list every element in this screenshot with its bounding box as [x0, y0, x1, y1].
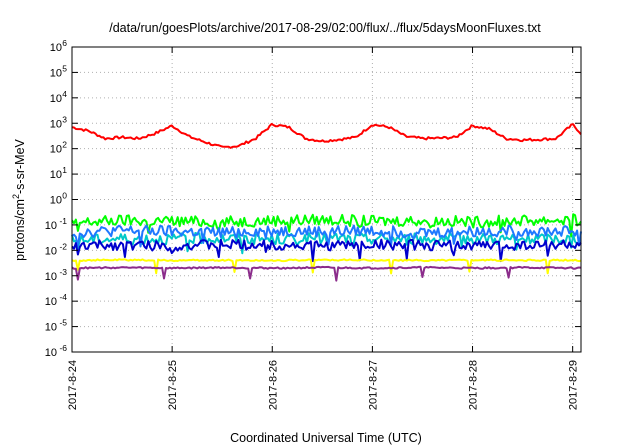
y-tick-label: 10 -3	[45, 267, 68, 283]
y-axis-label: protons/cm2-s-sr-MeV	[11, 138, 27, 260]
y-tick-label: 10 -1	[45, 216, 68, 232]
grid	[71, 46, 581, 353]
y-tick-label: 105	[50, 63, 68, 79]
x-axis-label: Coordinated Universal Time (UTC)	[230, 431, 422, 445]
y-tick-label: 100	[50, 191, 68, 207]
y-tick-label: 104	[50, 89, 68, 105]
series-line-2	[71, 213, 582, 238]
y-tick-label: 10 -6	[45, 343, 68, 359]
x-tick-label: 2017-8-27	[367, 360, 379, 410]
y-axis-label-base: protons/cm	[13, 199, 27, 261]
x-axis: 2017-8-24 2017-8-25 2017-8-26 2017-8-27 2017…	[67, 47, 580, 410]
x-tick-label: 2017-8-24	[67, 360, 79, 410]
y-axis-label-rest: -s-sr-MeV	[13, 138, 27, 194]
y-tick-label: 106	[50, 38, 68, 54]
y-tick-label: 10 -2	[45, 241, 68, 257]
y-axis: 10-6 10-5 10-4 10-3 10-2 10 -1 100 101 102 103 104 1…	[45, 38, 581, 359]
y-tick-label: 102	[50, 140, 68, 156]
series-line-5	[71, 238, 582, 263]
x-tick-label: 2017-8-28	[468, 360, 480, 410]
x-tick-label: 2017-8-25	[167, 360, 179, 410]
x-tick-label: 2017-8-26	[267, 360, 279, 410]
x-tick-label: 2017-8-29	[568, 360, 580, 410]
series-line-1	[71, 122, 582, 149]
series-lines	[71, 122, 582, 282]
y-tick-label: 10 -5	[45, 318, 68, 334]
y-tick-label: 10 -4	[45, 292, 68, 308]
chart-title: /data/run/goesPlots/archive/2017-08-29/0…	[109, 21, 541, 35]
y-tick-label: 103	[50, 114, 68, 130]
y-tick-label: 101	[50, 165, 68, 181]
series-line-4	[71, 224, 582, 248]
y-axis-label-sup: 2	[11, 194, 21, 199]
series-line-7	[71, 265, 582, 282]
